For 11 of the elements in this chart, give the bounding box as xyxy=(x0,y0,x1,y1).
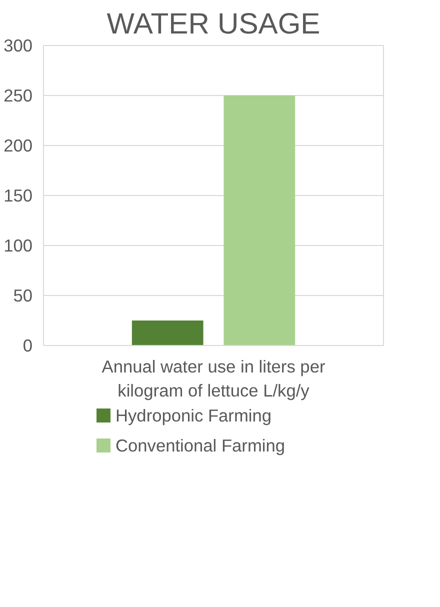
chart-title: WATER USAGE xyxy=(106,8,320,40)
legend-label: Conventional Farming xyxy=(116,436,286,456)
y-tick-label: 100 xyxy=(4,236,33,256)
legend-label: Hydroponic Farming xyxy=(116,406,272,426)
y-tick-label: 200 xyxy=(4,136,33,156)
y-tick-label: 250 xyxy=(4,86,33,106)
x-tick-label: Annual water use in liters per kilogram of lettuce L/kg/y xyxy=(102,356,326,400)
y-tick-label: 50 xyxy=(13,286,33,306)
y-tick-label: 150 xyxy=(4,186,33,206)
y-tick-label: 300 xyxy=(4,36,33,56)
y-tick-label: 0 xyxy=(22,336,33,356)
